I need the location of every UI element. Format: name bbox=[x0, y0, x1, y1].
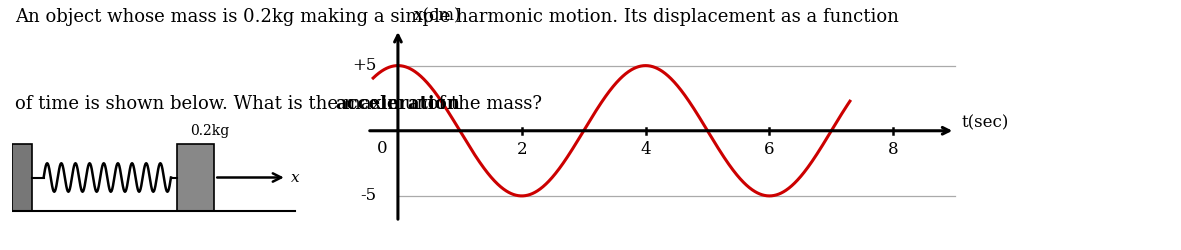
Text: t(sec): t(sec) bbox=[961, 114, 1009, 132]
Text: of the mass?: of the mass? bbox=[422, 95, 542, 113]
Text: of time is shown below. What is the maximum: of time is shown below. What is the maxi… bbox=[15, 95, 439, 113]
Text: An object whose mass is 0.2kg making a simple harmonic motion. Its displacement : An object whose mass is 0.2kg making a s… bbox=[15, 8, 899, 26]
Text: 8: 8 bbox=[888, 140, 899, 158]
Text: +5: +5 bbox=[352, 57, 377, 74]
Bar bbox=[177, 144, 215, 211]
Text: 4: 4 bbox=[640, 140, 651, 158]
Text: x(cm): x(cm) bbox=[413, 7, 461, 24]
Text: 0: 0 bbox=[377, 140, 387, 157]
Text: -5: -5 bbox=[360, 188, 377, 204]
Text: 0.2kg: 0.2kg bbox=[190, 124, 229, 138]
Bar bbox=[12, 144, 32, 211]
Text: 2: 2 bbox=[516, 140, 527, 158]
Text: x: x bbox=[291, 170, 300, 184]
Text: acceleration: acceleration bbox=[335, 95, 459, 113]
Text: 6: 6 bbox=[764, 140, 775, 158]
